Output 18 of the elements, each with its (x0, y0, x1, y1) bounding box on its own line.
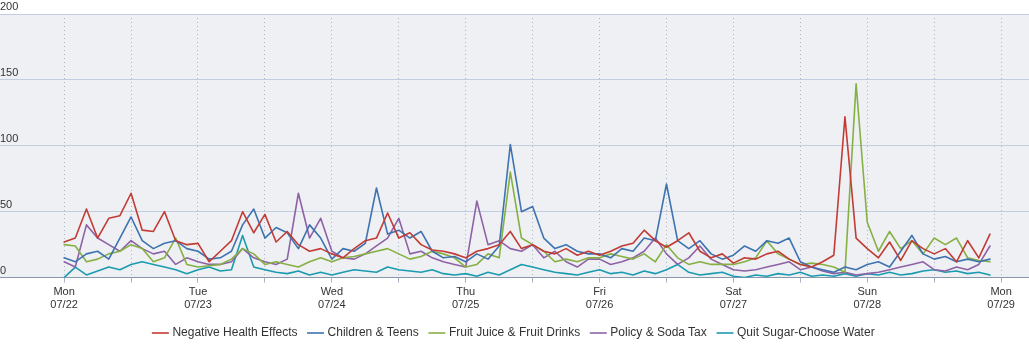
legend-label: Policy & Soda Tax (610, 325, 707, 340)
x-tick-label: Thu 07/25 (451, 285, 480, 311)
legend-label: Quit Sugar-Choose Water (737, 325, 875, 340)
x-tick-label: Fri 07/26 (585, 285, 614, 311)
legend-label: Children & Teens (327, 325, 419, 340)
y-tick-label: 200 (0, 0, 19, 13)
x-tick-label: Tue 07/23 (184, 285, 212, 311)
y-tick-label: 50 (0, 197, 13, 210)
x-tick-label: Sun 07/28 (853, 285, 882, 311)
legend-label: Fruit Juice & Fruit Drinks (448, 325, 581, 340)
x-tick-label: Sat 07/27 (719, 285, 748, 311)
x-tick-label: Mon 07/22 (50, 285, 78, 311)
legend-label: Negative Health Effects (172, 325, 298, 340)
y-tick-label: 150 (0, 65, 19, 78)
y-tick-label: 100 (0, 131, 19, 144)
y-tick-label: 0 (0, 263, 7, 276)
x-tick-label: Mon 07/29 (987, 285, 1015, 311)
x-tick-label: Wed 07/24 (318, 285, 346, 311)
